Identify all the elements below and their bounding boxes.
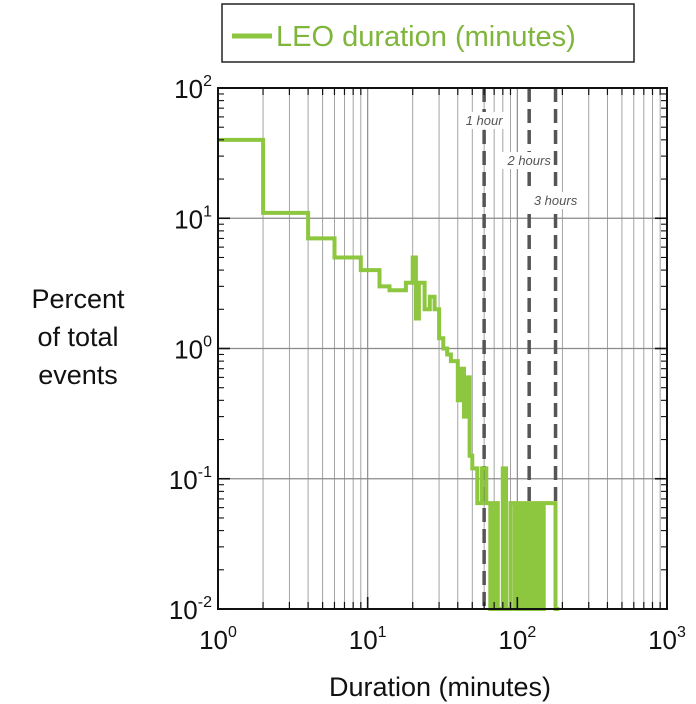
- y-axis-title-line-2: of total: [37, 322, 118, 352]
- x-tick-label: 101: [349, 624, 387, 655]
- y-tick-label: 101: [174, 203, 212, 234]
- x-axis-title: Duration (minutes): [329, 672, 551, 702]
- reference-line-label: 3 hours: [534, 193, 578, 208]
- x-tick-label: 103: [648, 624, 686, 655]
- y-axis-title-line-1: Percent: [31, 284, 125, 314]
- reference-line-label-bg: [526, 192, 585, 209]
- x-tick-label: 102: [498, 624, 536, 655]
- legend-label: LEO duration (minutes): [276, 21, 576, 53]
- y-tick-label: 10-2: [169, 594, 212, 625]
- legend: LEO duration (minutes): [221, 3, 635, 63]
- tick-marks: [217, 87, 668, 610]
- reference-line-label: 1 hour: [466, 113, 504, 128]
- legend-box: [221, 3, 635, 63]
- reference-lines: 1 hour 2 hours 3 hours: [458, 88, 585, 609]
- reference-line-label-bg: [499, 152, 559, 169]
- series-layer: [218, 137, 560, 611]
- reference-line-label: 2 hours: [506, 153, 551, 168]
- y-tick-labels: 10-2 10-1 100 101 102: [169, 73, 212, 625]
- reference-line-label-bg: [458, 112, 510, 129]
- y-axis-title-line-3: events: [38, 360, 118, 390]
- x-tick-label: 100: [199, 624, 237, 655]
- x-tick-labels: 100 101 102 103: [199, 624, 686, 655]
- y-tick-label: 102: [174, 73, 212, 104]
- y-tick-label: 100: [174, 334, 212, 365]
- y-tick-label: 10-1: [169, 464, 212, 495]
- series-line: [218, 137, 560, 611]
